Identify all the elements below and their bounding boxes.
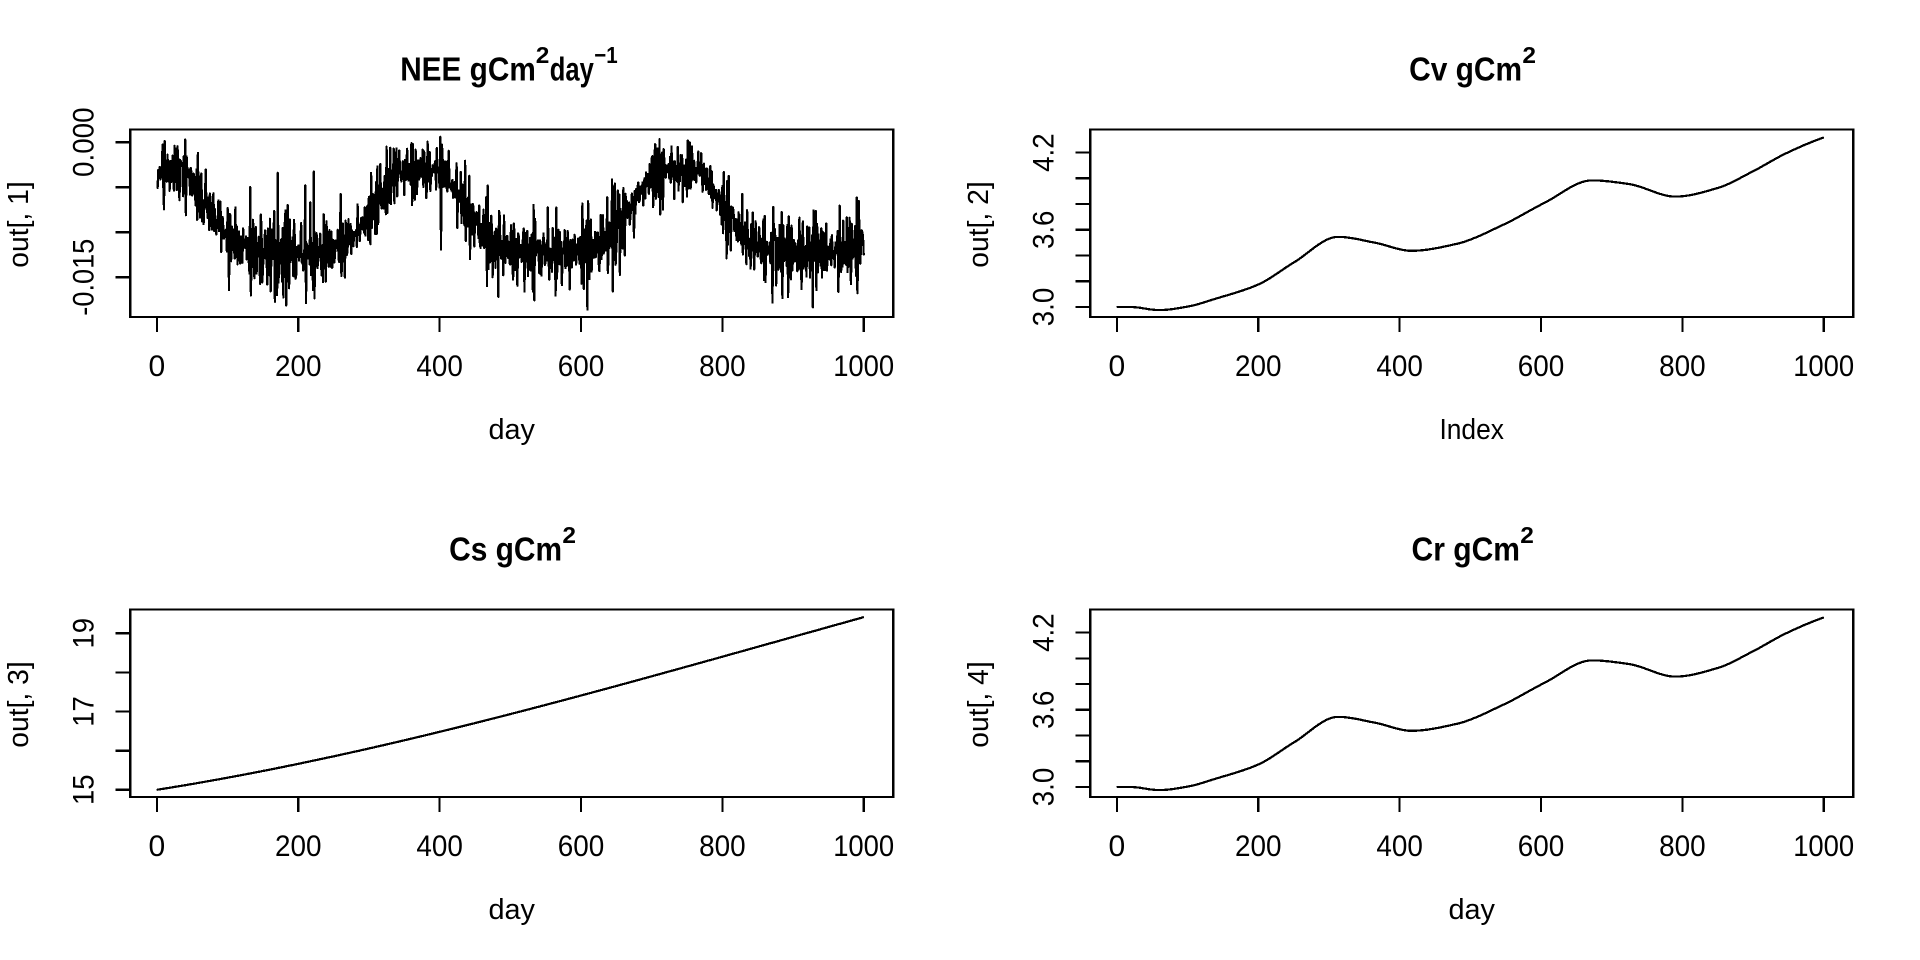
svg-text:0: 0 bbox=[1109, 350, 1126, 383]
svg-text:800: 800 bbox=[699, 350, 746, 383]
svg-text:out[, 1]: out[, 1] bbox=[3, 181, 35, 268]
svg-text:1000: 1000 bbox=[1793, 830, 1854, 863]
svg-text:0.000: 0.000 bbox=[67, 107, 100, 177]
svg-text:1000: 1000 bbox=[833, 350, 894, 383]
svg-text:-0.015: -0.015 bbox=[67, 239, 100, 316]
svg-text:600: 600 bbox=[558, 830, 605, 863]
svg-text:1000: 1000 bbox=[1793, 350, 1854, 383]
svg-text:4.2: 4.2 bbox=[1027, 133, 1060, 172]
svg-text:800: 800 bbox=[1659, 830, 1706, 863]
svg-text:400: 400 bbox=[416, 830, 463, 863]
svg-text:19: 19 bbox=[67, 618, 100, 649]
svg-text:0: 0 bbox=[1109, 830, 1126, 863]
svg-text:Cv gCm: Cv gCm bbox=[1409, 50, 1522, 87]
svg-text:3.0: 3.0 bbox=[1027, 768, 1060, 807]
svg-text:Index: Index bbox=[1439, 414, 1504, 446]
svg-text:0: 0 bbox=[149, 350, 166, 383]
svg-text:3.0: 3.0 bbox=[1027, 288, 1060, 327]
svg-text:4.2: 4.2 bbox=[1027, 613, 1060, 652]
svg-text:200: 200 bbox=[275, 350, 322, 383]
svg-text:1000: 1000 bbox=[833, 830, 894, 863]
svg-text:200: 200 bbox=[1235, 350, 1282, 383]
svg-text:Cr gCm: Cr gCm bbox=[1412, 530, 1521, 567]
svg-text:3.6: 3.6 bbox=[1027, 211, 1060, 250]
svg-text:day: day bbox=[1448, 894, 1495, 926]
svg-text:400: 400 bbox=[1376, 830, 1423, 863]
svg-text:out[, 4]: out[, 4] bbox=[963, 661, 995, 748]
svg-text:−1: −1 bbox=[594, 42, 618, 68]
svg-text:17: 17 bbox=[67, 696, 100, 727]
svg-text:2: 2 bbox=[562, 522, 576, 548]
svg-text:400: 400 bbox=[416, 350, 463, 383]
svg-text:out[, 2]: out[, 2] bbox=[963, 181, 995, 268]
svg-text:3.6: 3.6 bbox=[1027, 691, 1060, 730]
svg-text:800: 800 bbox=[1659, 350, 1706, 383]
svg-text:2: 2 bbox=[536, 42, 550, 68]
svg-text:600: 600 bbox=[1518, 350, 1565, 383]
svg-text:800: 800 bbox=[699, 830, 746, 863]
svg-text:day: day bbox=[550, 50, 594, 87]
svg-text:2: 2 bbox=[1520, 522, 1534, 548]
svg-text:600: 600 bbox=[558, 350, 605, 383]
svg-text:2: 2 bbox=[1522, 42, 1536, 68]
svg-text:200: 200 bbox=[1235, 830, 1282, 863]
svg-text:NEE gCm: NEE gCm bbox=[400, 50, 536, 87]
svg-text:day: day bbox=[488, 894, 535, 926]
svg-text:200: 200 bbox=[275, 830, 322, 863]
svg-text:Cs gCm: Cs gCm bbox=[449, 530, 562, 567]
svg-text:0: 0 bbox=[149, 830, 166, 863]
svg-text:out[, 3]: out[, 3] bbox=[3, 661, 35, 748]
svg-text:day: day bbox=[488, 414, 535, 446]
svg-text:600: 600 bbox=[1518, 830, 1565, 863]
svg-text:15: 15 bbox=[67, 775, 100, 806]
svg-text:400: 400 bbox=[1376, 350, 1423, 383]
